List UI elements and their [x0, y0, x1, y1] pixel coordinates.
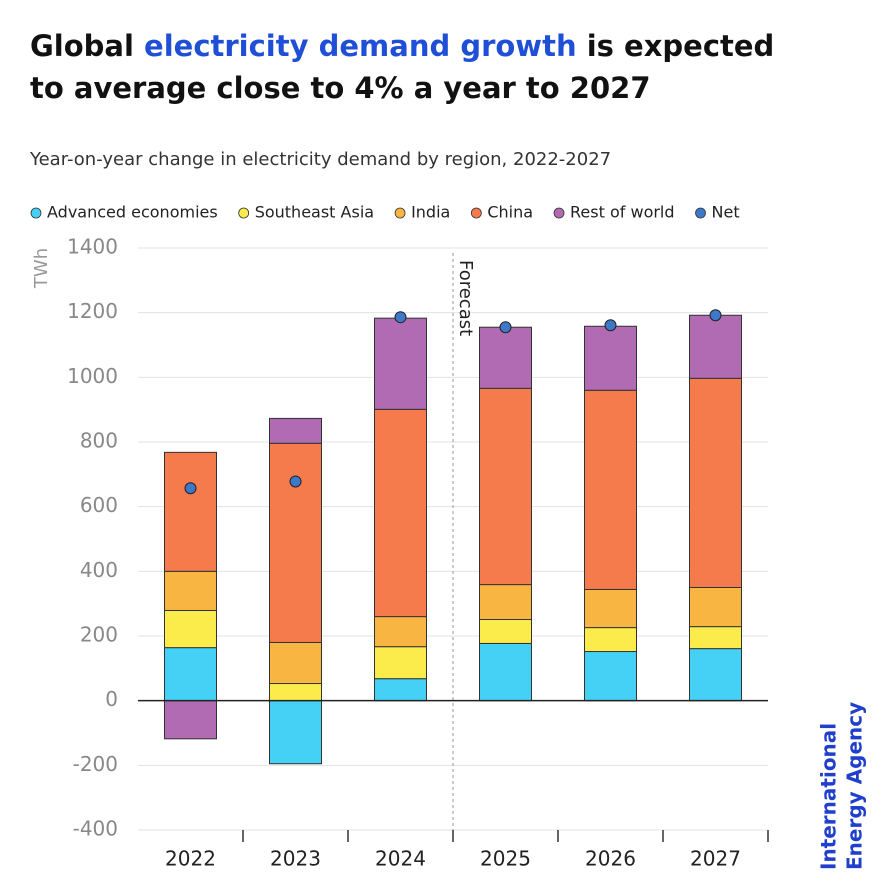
bar-segment [374, 408, 427, 618]
annotation: Forecast [455, 260, 476, 336]
net-marker [394, 311, 407, 324]
x-tick-label: 2024 [375, 847, 426, 871]
legend-marker [695, 207, 706, 219]
bar-segment [269, 683, 322, 702]
bar-segment [374, 317, 427, 410]
bar-segment [689, 377, 742, 589]
bar-segment [269, 417, 322, 444]
bar-segment [689, 648, 742, 702]
net-marker [709, 309, 722, 322]
bar-segment [584, 389, 637, 590]
logo: International [817, 723, 841, 870]
legend-label: Net [712, 203, 740, 222]
bar-segment [164, 647, 217, 702]
bar-segment [689, 314, 742, 379]
bar-segment [374, 678, 427, 702]
legend-label: Southeast Asia [255, 203, 374, 222]
bar-segment [164, 609, 217, 649]
y-axis-label: TWh [31, 248, 52, 289]
bar-segment [374, 616, 427, 648]
y-tick-label: 200 [80, 623, 118, 647]
bar-segment [269, 641, 322, 685]
bar-segment [374, 646, 427, 680]
chart-subtitle: Year-on-year change in electricity deman… [29, 149, 611, 170]
bar-segment [584, 627, 637, 653]
bar-segment [689, 587, 742, 628]
bar-segment [164, 700, 217, 740]
x-tick-label: 2023 [270, 847, 321, 871]
legend-marker [553, 207, 565, 219]
chart-title: to average close to 4% a year to 2027 [30, 71, 651, 105]
bar-segment [479, 642, 532, 702]
x-tick-label: 2025 [480, 847, 531, 871]
legend-label: Advanced economies [47, 203, 218, 222]
net-marker [184, 482, 197, 495]
bar-segment [689, 626, 742, 650]
bar-segment [479, 387, 532, 586]
y-tick-label: 600 [80, 493, 118, 517]
bar-segment [584, 325, 637, 391]
bar-segment [164, 451, 217, 572]
net-marker [289, 475, 302, 488]
x-tick-label: 2022 [165, 847, 216, 871]
legend-marker [394, 207, 406, 219]
title-part: is expected [587, 29, 775, 63]
legend-label: India [411, 203, 450, 222]
x-tick-label: 2026 [585, 847, 636, 871]
legend-marker [30, 207, 42, 219]
bar-segment [584, 588, 637, 629]
bar-segment [269, 700, 322, 765]
logo: Energy Agency [843, 702, 867, 870]
y-tick-label: 0 [105, 687, 118, 711]
y-tick-label: -400 [73, 817, 118, 841]
y-tick-label: 400 [80, 558, 118, 582]
legend-label: China [487, 203, 533, 222]
x-tick-label: 2027 [690, 847, 741, 871]
title-part: Global [30, 29, 134, 63]
legend-label: Rest of world [570, 203, 675, 222]
net-marker [499, 321, 512, 334]
y-tick-label: 1200 [67, 299, 118, 323]
bar-segment [584, 651, 637, 702]
title-highlight: electricity demand growth [144, 29, 577, 63]
y-tick-label: 1400 [67, 235, 118, 259]
bar-segment [479, 326, 532, 389]
y-tick-label: -200 [73, 752, 118, 776]
net-marker [604, 319, 617, 332]
chart-title: Global electricity demand growth is expe… [30, 29, 774, 63]
bar-segment [164, 570, 217, 611]
bar-segment [479, 584, 532, 621]
y-tick-label: 800 [80, 429, 118, 453]
legend-marker [238, 207, 250, 219]
legend-marker [470, 207, 482, 219]
bar-segment [479, 619, 532, 644]
y-tick-label: 1000 [67, 364, 118, 388]
bar-segment [269, 442, 322, 643]
